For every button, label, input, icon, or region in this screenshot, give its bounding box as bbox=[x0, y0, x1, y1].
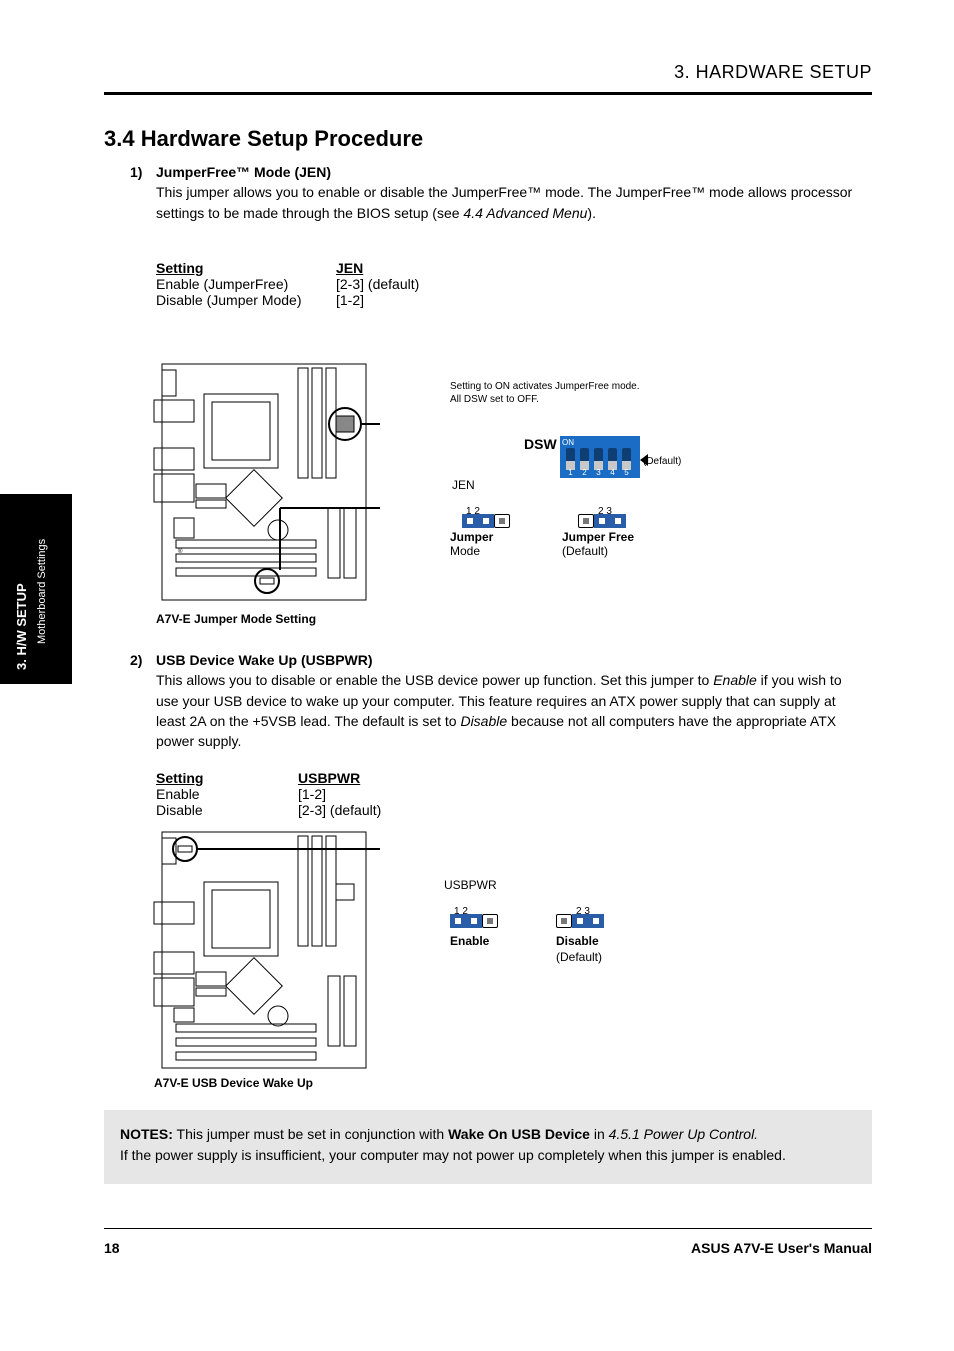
item-2-text: 2) USB Device Wake Up (USBPWR) This allo… bbox=[156, 650, 868, 751]
jen-label: JEN bbox=[452, 478, 475, 492]
usb-disable: Disable bbox=[556, 934, 599, 948]
figure-1-caption: A7V-E Jumper Mode Setting bbox=[156, 612, 316, 626]
jen-mode-free: Jumper Free(Default) bbox=[562, 530, 634, 558]
item-2-num: 2) bbox=[130, 650, 142, 670]
dip-switch: ON 1 2 3 4 5 bbox=[560, 436, 640, 478]
usb-enable: Enable bbox=[450, 934, 489, 948]
side-tab-title: 3. H/W SETUP bbox=[14, 583, 29, 670]
footer-rule bbox=[104, 1228, 872, 1229]
item-1-num: 1) bbox=[130, 162, 142, 182]
usbpwr-label: USBPWR bbox=[444, 878, 497, 892]
item-1-table: SettingJEN Enable (JumperFree)[2-3] (def… bbox=[156, 260, 456, 308]
page: 3. H/W SETUP Motherboard Settings 3. HAR… bbox=[0, 0, 954, 1351]
item-2-title: USB Device Wake Up (USBPWR) bbox=[156, 652, 373, 668]
jen-pins-23: 2 3 bbox=[598, 506, 612, 517]
dsw-label: DSW bbox=[524, 436, 557, 452]
motherboard-diagram-2 bbox=[148, 826, 380, 1077]
item-1-title: JumperFree™ Mode (JEN) bbox=[156, 164, 331, 180]
usb-pins-23: 2 3 bbox=[576, 906, 590, 917]
item-1-text: 1) JumperFree™ Mode (JEN) This jumper al… bbox=[156, 162, 868, 223]
jen-pins-12: 1 2 bbox=[466, 506, 480, 517]
svg-text:®: ® bbox=[178, 548, 183, 555]
header-rule bbox=[104, 92, 872, 95]
footer-text: ASUS A7V-E User's Manual bbox=[691, 1240, 872, 1256]
side-tab: 3. H/W SETUP Motherboard Settings bbox=[0, 494, 72, 684]
item-2-table: SettingUSBPWR Enable[1-2] Disable[2-3] (… bbox=[156, 770, 424, 818]
section-title: 3.4 Hardware Setup Procedure bbox=[104, 126, 423, 152]
usb-default: (Default) bbox=[556, 950, 602, 964]
page-header: 3. HARDWARE SETUP bbox=[674, 62, 872, 83]
side-tab-sub: Motherboard Settings bbox=[36, 539, 48, 644]
page-number: 18 bbox=[104, 1240, 120, 1256]
dsw-note: Setting to ON activates JumperFree mode.… bbox=[450, 380, 650, 406]
motherboard-diagram-1: ® bbox=[148, 358, 380, 609]
figure-2-caption: A7V-E USB Device Wake Up bbox=[154, 1076, 313, 1090]
note-box: NOTES: This jumper must be set in conjun… bbox=[104, 1110, 872, 1184]
dsw-default: (Default) bbox=[643, 456, 681, 467]
usb-pins-12: 1 2 bbox=[454, 906, 468, 917]
jen-mode-jumper: JumperMode bbox=[450, 530, 493, 558]
